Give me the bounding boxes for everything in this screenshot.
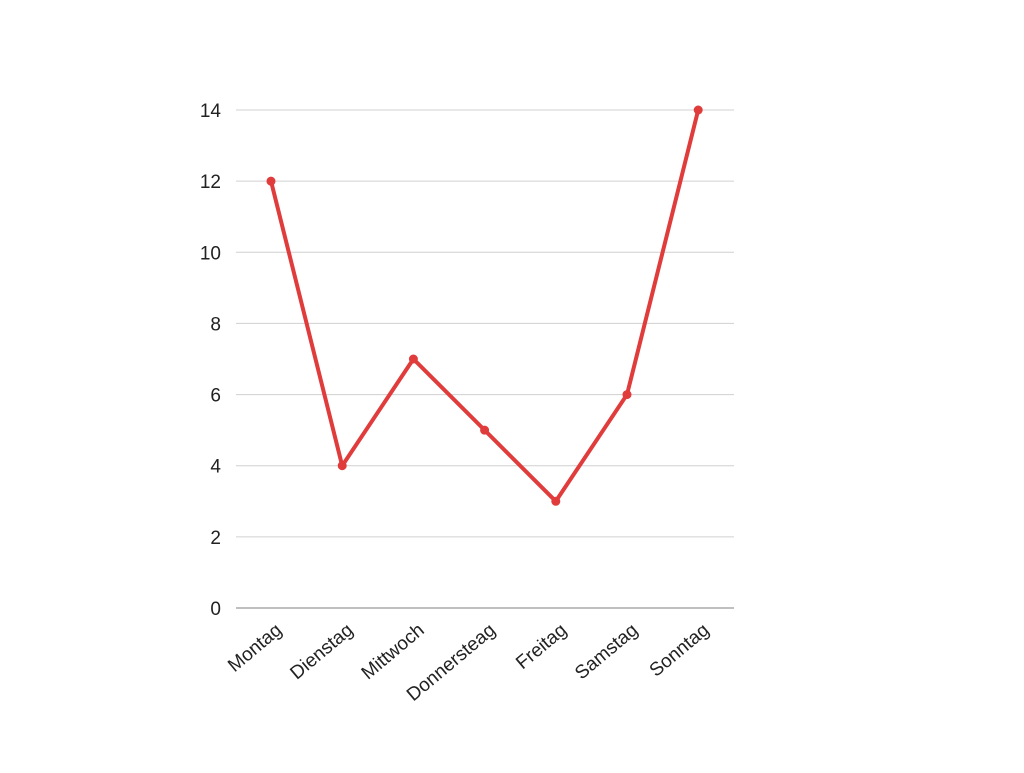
x-tick-label: Mittwoch: [358, 620, 429, 684]
x-tick-label: Dienstag: [286, 620, 357, 684]
data-point: [337, 461, 347, 471]
y-tick-label: 10: [200, 243, 221, 264]
data-point: [551, 496, 561, 506]
x-tick-label: Montag: [224, 620, 286, 677]
data-point: [622, 390, 632, 400]
y-tick-label: 14: [200, 101, 222, 122]
series-line: [269, 108, 701, 504]
x-tick-label: Samstag: [571, 620, 642, 684]
series-layer: [266, 105, 703, 506]
data-point: [266, 176, 276, 186]
data-point: [693, 105, 703, 115]
y-tick-label: 2: [210, 528, 221, 549]
x-tick-label: Freitag: [512, 620, 571, 674]
y-tick-label: 4: [210, 457, 221, 478]
x-tick-label: Sonntag: [646, 620, 714, 682]
gridlines: [236, 109, 734, 609]
y-tick-label: 0: [210, 599, 221, 620]
y-axis-tick-labels: 0 2 4 6 8 10 12 14: [200, 101, 222, 620]
y-tick-label: 8: [210, 314, 221, 335]
y-tick-label: 6: [210, 386, 221, 407]
data-point: [480, 425, 490, 435]
data-point: [408, 354, 418, 364]
y-tick-label: 12: [200, 172, 221, 193]
